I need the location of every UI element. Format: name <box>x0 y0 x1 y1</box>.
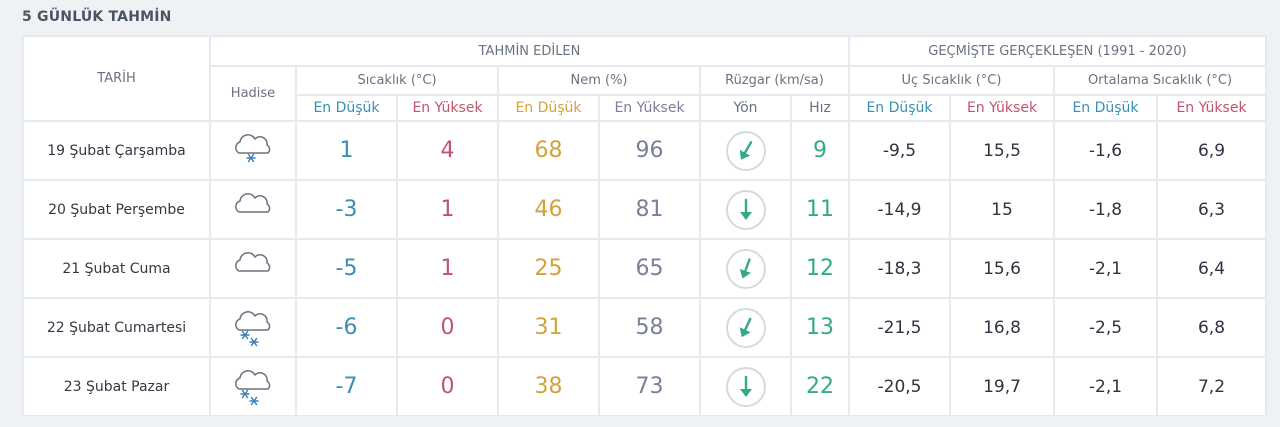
extreme-max-value: 15 <box>951 181 1053 238</box>
wind-direction-cell <box>701 122 790 179</box>
header-temperature: Sıcaklık (°C) <box>297 67 497 94</box>
header-humidity-min: En Düşük <box>499 96 598 120</box>
temp-max-value: 4 <box>398 122 497 179</box>
wind-direction-cell <box>701 358 790 415</box>
weather-icon-cell <box>211 181 295 238</box>
extreme-min-value: -21,5 <box>850 299 949 356</box>
header-past: GEÇMİŞTE GERÇEKLEŞEN (1991 - 2020) <box>850 37 1265 65</box>
temp-min-value: -7 <box>297 358 396 415</box>
row-date: 19 Şubat Çarşamba <box>24 122 209 179</box>
wind-direction-arrow-icon <box>725 366 766 407</box>
header-wind-speed: Hız <box>792 96 848 120</box>
extreme-max-value: 15,6 <box>951 240 1053 297</box>
header-wind-direction: Yön <box>701 96 790 120</box>
cloud-snow-icon <box>229 363 277 411</box>
humidity-min-value: 68 <box>499 122 598 179</box>
forecast-table: TARİH TAHMİN EDİLEN GEÇMİŞTE GERÇEKLEŞEN (… <box>22 35 1267 416</box>
cloudy-icon <box>229 245 277 293</box>
header-wind: Rüzgar (km/sa) <box>701 67 848 94</box>
wind-direction-arrow-icon <box>725 130 766 171</box>
row-date: 20 Şubat Perşembe <box>24 181 209 238</box>
wind-speed-value: 13 <box>792 299 848 356</box>
average-min-value: -2,5 <box>1055 299 1156 356</box>
temp-min-value: -5 <box>297 240 396 297</box>
temp-min-value: -3 <box>297 181 396 238</box>
header-temp-max: En Yüksek <box>398 96 497 120</box>
header-extreme-temp: Uç Sıcaklık (°C) <box>850 67 1053 94</box>
humidity-max-value: 65 <box>600 240 699 297</box>
wind-direction-arrow-icon <box>725 189 766 230</box>
extreme-min-value: -18,3 <box>850 240 949 297</box>
weather-icon-cell <box>211 240 295 297</box>
average-min-value: -2,1 <box>1055 240 1156 297</box>
header-average-max: En Yüksek <box>1158 96 1265 120</box>
header-humidity-max: En Yüksek <box>600 96 699 120</box>
wind-speed-value: 9 <box>792 122 848 179</box>
wind-direction-arrow-icon <box>725 307 766 348</box>
temp-min-value: 1 <box>297 122 396 179</box>
wind-speed-value: 12 <box>792 240 848 297</box>
average-max-value: 6,8 <box>1158 299 1265 356</box>
temp-max-value: 0 <box>398 358 497 415</box>
wind-speed-value: 11 <box>792 181 848 238</box>
weather-icon-cell <box>211 299 295 356</box>
wind-direction-cell <box>701 299 790 356</box>
extreme-min-value: -20,5 <box>850 358 949 415</box>
average-max-value: 6,4 <box>1158 240 1265 297</box>
humidity-min-value: 31 <box>499 299 598 356</box>
average-max-value: 7,2 <box>1158 358 1265 415</box>
humidity-max-value: 96 <box>600 122 699 179</box>
temp-max-value: 1 <box>398 240 497 297</box>
average-min-value: -1,6 <box>1055 122 1156 179</box>
humidity-max-value: 73 <box>600 358 699 415</box>
row-date: 23 Şubat Pazar <box>24 358 209 415</box>
header-humidity: Nem (%) <box>499 67 699 94</box>
average-min-value: -2,1 <box>1055 358 1156 415</box>
average-max-value: 6,3 <box>1158 181 1265 238</box>
weather-icon-cell <box>211 122 295 179</box>
cloud-snow-icon <box>229 304 277 352</box>
header-extreme-min: En Düşük <box>850 96 949 120</box>
humidity-min-value: 46 <box>499 181 598 238</box>
header-average-temp: Ortalama Sıcaklık (°C) <box>1055 67 1265 94</box>
header-extreme-max: En Yüksek <box>951 96 1053 120</box>
cloud-snow-light-icon <box>229 127 277 175</box>
extreme-max-value: 16,8 <box>951 299 1053 356</box>
wind-speed-value: 22 <box>792 358 848 415</box>
humidity-max-value: 81 <box>600 181 699 238</box>
average-max-value: 6,9 <box>1158 122 1265 179</box>
section-title: 5 GÜNLÜK TAHMİN <box>22 9 172 25</box>
wind-direction-cell <box>701 240 790 297</box>
extreme-min-value: -9,5 <box>850 122 949 179</box>
row-date: 22 Şubat Cumartesi <box>24 299 209 356</box>
header-average-min: En Düşük <box>1055 96 1156 120</box>
temp-max-value: 1 <box>398 181 497 238</box>
average-min-value: -1,8 <box>1055 181 1156 238</box>
humidity-min-value: 38 <box>499 358 598 415</box>
wind-direction-cell <box>701 181 790 238</box>
temp-min-value: -6 <box>297 299 396 356</box>
header-forecast: TAHMİN EDİLEN <box>211 37 848 65</box>
header-event: Hadise <box>211 67 295 120</box>
wind-direction-arrow-icon <box>725 248 766 289</box>
cloudy-icon <box>229 186 277 234</box>
extreme-max-value: 15,5 <box>951 122 1053 179</box>
humidity-max-value: 58 <box>600 299 699 356</box>
temp-max-value: 0 <box>398 299 497 356</box>
row-date: 21 Şubat Cuma <box>24 240 209 297</box>
extreme-max-value: 19,7 <box>951 358 1053 415</box>
extreme-min-value: -14,9 <box>850 181 949 238</box>
humidity-min-value: 25 <box>499 240 598 297</box>
header-date: TARİH <box>24 37 209 120</box>
weather-icon-cell <box>211 358 295 415</box>
header-temp-min: En Düşük <box>297 96 396 120</box>
